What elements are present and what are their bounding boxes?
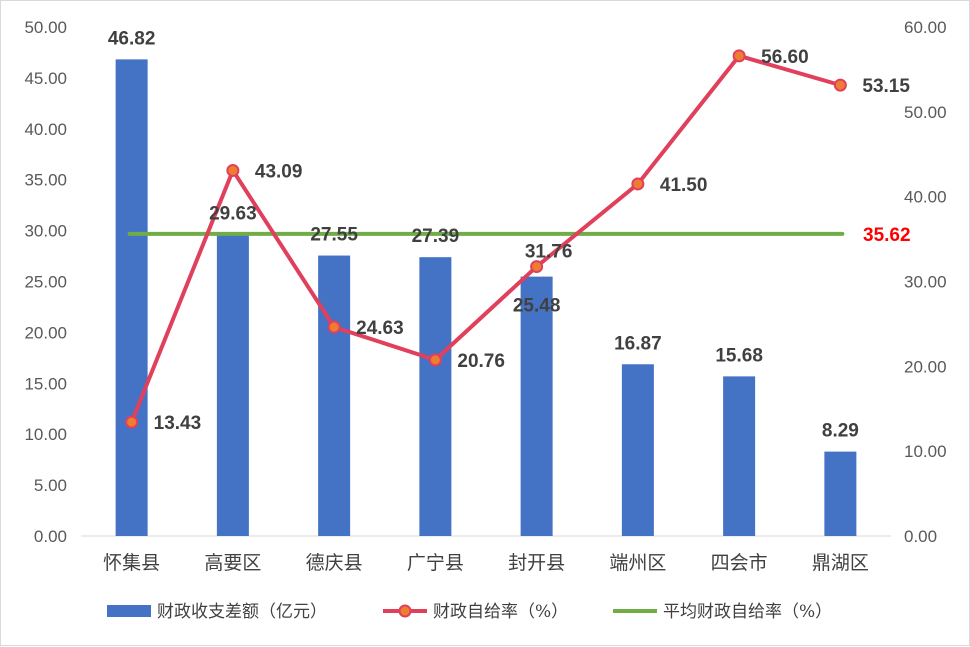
rate-value-label: 24.63	[356, 318, 404, 339]
self-sufficiency-rate-line	[129, 53, 841, 423]
x-category-label: 德庆县	[306, 552, 363, 574]
rate-point-端州区	[631, 177, 645, 191]
y-left-tick-label: 25.00	[24, 273, 67, 292]
legend-bar-swatch	[107, 605, 151, 617]
bar-四会市	[723, 376, 756, 536]
bar-高要区	[216, 234, 249, 537]
rate-point-高要区	[226, 163, 240, 177]
x-category-label: 鼎湖区	[812, 552, 869, 574]
x-category-label: 四会市	[711, 552, 768, 574]
bar-封开县	[520, 276, 553, 536]
bar-鼎湖区	[824, 451, 857, 536]
y-left-tick-label: 20.00	[24, 323, 67, 342]
y-left-tick-label: 45.00	[24, 69, 67, 88]
y-left-tick-label: 35.00	[24, 171, 67, 190]
bar-value-label: 8.29	[822, 421, 859, 442]
bar-广宁县	[419, 257, 452, 536]
x-category-label: 端州区	[609, 552, 666, 574]
y-left-tick-label: 40.00	[24, 120, 67, 139]
y-right-tick-label: 30.00	[904, 273, 947, 292]
y-right-tick-label: 40.00	[904, 188, 947, 207]
rate-value-label: 13.43	[154, 413, 202, 434]
rate-value-label: 41.50	[660, 175, 708, 196]
y-left-tick-label: 15.00	[24, 374, 67, 393]
x-category-label: 封开县	[508, 552, 565, 574]
bar-德庆县	[318, 255, 351, 536]
y-left-tick-label: 5.00	[34, 476, 67, 495]
y-left-tick-label: 30.00	[24, 222, 67, 241]
rate-point-怀集县	[125, 415, 139, 429]
y-left-tick-label: 10.00	[24, 425, 67, 444]
bar-value-label: 27.39	[412, 226, 460, 247]
x-category-label: 高要区	[204, 552, 261, 574]
rate-value-label: 56.60	[761, 47, 809, 68]
rate-value-label: 20.76	[457, 351, 505, 372]
y-left-tick-label: 0.00	[34, 527, 67, 546]
bar-端州区	[621, 364, 654, 536]
legend-rate-label: 财政自给率（%）	[433, 602, 568, 622]
rate-point-广宁县	[428, 353, 442, 367]
bar-value-label: 25.48	[513, 296, 561, 317]
y-right-tick-label: 60.00	[904, 18, 947, 37]
bar-value-label: 15.68	[715, 345, 763, 366]
rate-point-鼎湖区	[833, 78, 847, 92]
rate-point-德庆县	[327, 320, 341, 334]
legend-bar-label: 财政收支差额（亿元）	[157, 602, 327, 622]
average-value-label: 35.62	[863, 225, 911, 246]
rate-point-封开县	[530, 260, 544, 274]
bar-value-label: 16.87	[614, 333, 662, 354]
rate-point-四会市	[732, 49, 746, 63]
bar-怀集县	[115, 59, 148, 536]
y-right-tick-label: 20.00	[904, 357, 947, 376]
bar-value-label: 29.63	[209, 203, 257, 224]
legend-average-label: 平均财政自给率（%）	[663, 602, 832, 622]
rate-value-label: 31.76	[525, 242, 573, 263]
rate-value-label: 53.15	[862, 76, 910, 97]
bar-value-label: 46.82	[108, 28, 156, 49]
y-right-tick-label: 0.00	[904, 527, 937, 546]
y-left-tick-label: 50.00	[24, 18, 67, 37]
x-category-label: 怀集县	[103, 552, 160, 574]
y-right-tick-label: 10.00	[904, 442, 947, 461]
legend-rate-marker	[398, 604, 412, 618]
bar-value-label: 27.55	[310, 225, 358, 246]
rate-value-label: 43.09	[255, 161, 303, 182]
y-right-tick-label: 50.00	[904, 103, 947, 122]
x-category-label: 广宁县	[407, 552, 464, 574]
